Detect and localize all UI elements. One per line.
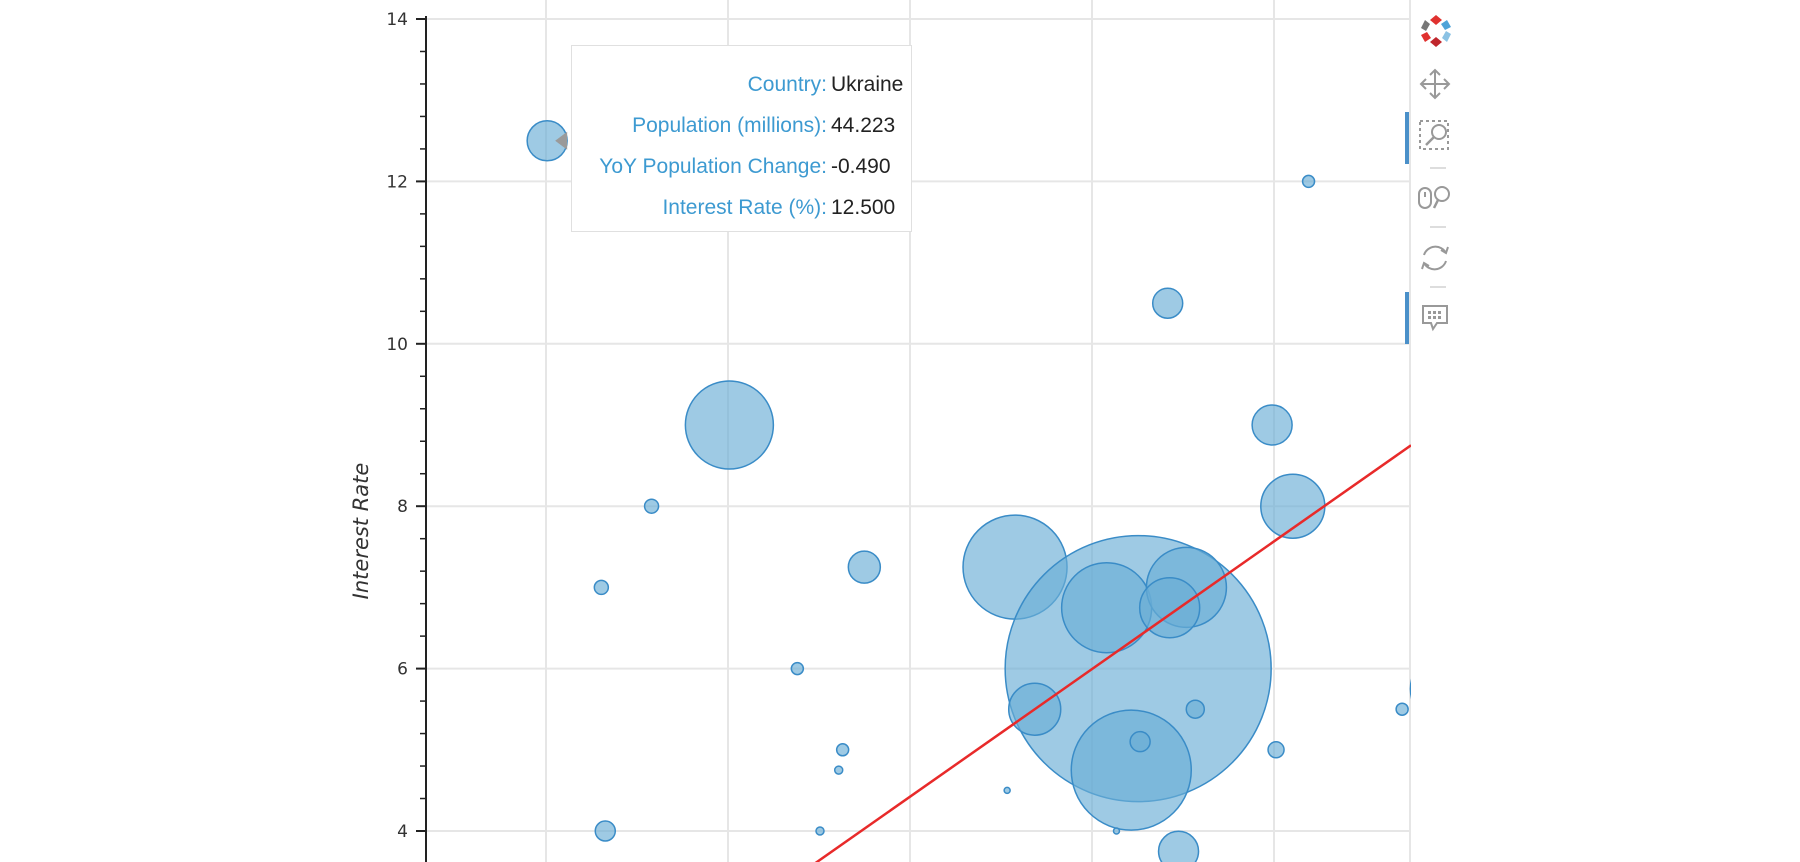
data-point[interactable] [1251, 404, 1293, 446]
y-tick-label: 8 [397, 497, 408, 517]
toolbar [1405, 0, 1455, 862]
data-point[interactable] [1138, 576, 1201, 639]
y-tick-label: 4 [397, 822, 408, 842]
data-point[interactable] [847, 550, 882, 584]
data-point[interactable] [1070, 709, 1193, 831]
tooltip-row-population-change: YoY Population Change: -0.490 [572, 146, 911, 187]
data-point[interactable] [684, 380, 775, 470]
y-tick-label: 10 [386, 335, 408, 355]
tooltip-value: -0.490 [831, 154, 891, 178]
reset-tool-button[interactable] [1415, 238, 1455, 278]
tooltip-key: Country: [747, 72, 827, 96]
tooltip-row-country: Country: Ukraine [572, 64, 911, 105]
data-point[interactable] [1060, 561, 1153, 654]
tooltip-key: YoY Population Change: [599, 154, 827, 178]
y-axis: 4 6 8 10 12 14 [386, 10, 427, 862]
data-point[interactable] [643, 498, 660, 514]
data-point[interactable] [835, 743, 850, 757]
data-point[interactable] [1151, 287, 1184, 319]
regression-line [814, 444, 1411, 862]
box-zoom-icon [1419, 120, 1449, 150]
y-tick-label: 12 [386, 172, 408, 192]
bokeh-logo-icon[interactable] [1419, 14, 1453, 48]
tooltip-pointer [555, 131, 568, 150]
tooltip-value: 12.500 [831, 195, 896, 219]
data-point[interactable] [1129, 730, 1151, 753]
data-point[interactable] [1185, 699, 1206, 719]
data-point[interactable] [1003, 786, 1011, 795]
wheel-zoom-tool-button[interactable] [1415, 178, 1455, 218]
hover-tool-button[interactable] [1415, 298, 1455, 338]
data-point[interactable] [1409, 649, 1490, 729]
reset-icon [1421, 245, 1449, 271]
data-point[interactable] [833, 765, 844, 775]
data-point[interactable] [815, 826, 825, 836]
data-point[interactable] [1301, 174, 1316, 189]
y-tick-label: 6 [397, 660, 408, 680]
pan-tool-button[interactable] [1415, 64, 1455, 104]
data-point[interactable] [594, 820, 617, 842]
active-indicator [1405, 112, 1409, 164]
hover-tooltip: Country: Ukraine Population (millions): … [571, 45, 912, 232]
regression-line-segment [814, 444, 1411, 862]
toolbar-separator [1430, 226, 1446, 228]
tooltip-row-population: Population (millions): 44.223 [572, 105, 911, 146]
move-arrows-icon [1419, 68, 1451, 100]
toolbar-separator [1430, 286, 1446, 288]
active-indicator [1405, 292, 1409, 344]
tooltip-key: Population (millions): [632, 113, 827, 137]
data-point[interactable] [790, 661, 805, 676]
data-point[interactable] [1267, 741, 1285, 759]
wheel-zoom-icon [1418, 186, 1450, 209]
data-point[interactable] [1112, 827, 1121, 835]
data-point[interactable] [1157, 830, 1200, 862]
data-points[interactable] [526, 120, 1490, 862]
hover-icon [1422, 305, 1448, 332]
tooltip-key: Interest Rate (%): [662, 195, 827, 219]
y-axis-label: Interest Rate [349, 463, 373, 600]
data-point[interactable] [593, 579, 610, 596]
tooltip-row-interest-rate: Interest Rate (%): 12.500 [572, 187, 911, 228]
y-tick-label: 14 [386, 10, 408, 30]
toolbar-separator [1430, 167, 1446, 169]
tooltip-value: Ukraine [831, 72, 904, 96]
tooltip-value: 44.223 [831, 113, 896, 137]
box-zoom-tool-button[interactable] [1415, 116, 1455, 156]
data-point[interactable] [1395, 702, 1409, 716]
